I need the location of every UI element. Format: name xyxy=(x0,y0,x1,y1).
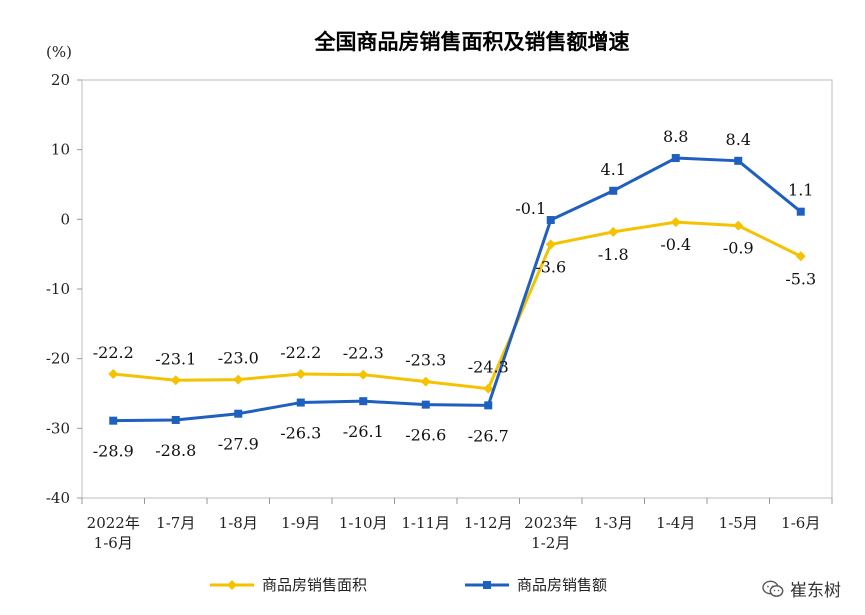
data-label: -0.9 xyxy=(723,239,754,258)
x-tick-label: 1-11月 xyxy=(401,514,450,532)
data-label: -26.1 xyxy=(343,422,384,441)
data-label: 8.8 xyxy=(663,127,688,146)
data-point xyxy=(296,398,305,407)
data-point xyxy=(795,251,806,262)
x-tick-label: 1-10月 xyxy=(339,514,388,532)
series-line-2 xyxy=(113,156,802,423)
data-point xyxy=(233,374,244,385)
chart-title: 全国商品房销售面积及销售额增速 xyxy=(314,30,630,54)
data-point xyxy=(608,226,619,237)
data-point xyxy=(421,400,430,409)
x-tick-label: 1-7月 xyxy=(156,514,195,532)
x-tick-label: 1-3月 xyxy=(594,514,633,532)
data-point xyxy=(546,216,555,225)
x-tick-label: 1-9月 xyxy=(281,514,320,532)
data-point xyxy=(734,156,743,165)
x-tick-label: 2023年 xyxy=(524,514,577,532)
y-axis: 20 10 0 -10 -20 -30 -40 xyxy=(46,71,82,507)
watermark: 崔东树 xyxy=(762,576,841,601)
data-label: -26.6 xyxy=(405,426,446,445)
data-label: -26.3 xyxy=(280,424,321,443)
data-point xyxy=(671,154,680,163)
data-point xyxy=(609,186,618,195)
y-tick-label: -30 xyxy=(46,419,70,437)
data-point xyxy=(108,368,119,379)
watermark-text: 崔东树 xyxy=(790,581,841,601)
x-tick-label: 1-12月 xyxy=(464,514,513,532)
data-point xyxy=(170,375,181,386)
legend-marker xyxy=(227,580,237,590)
data-label: 1.1 xyxy=(788,181,813,200)
data-point xyxy=(670,217,681,228)
data-label: 8.4 xyxy=(726,130,751,149)
series-line-1 xyxy=(113,220,802,391)
data-label: 4.1 xyxy=(601,160,626,179)
x-tick-label: 1-6月 xyxy=(781,514,820,532)
x-axis: 2022年 1-6月 1-7月 1-8月 1-9月 1-10月 1-11月 1-12月 2023… xyxy=(81,498,833,552)
data-label: -5.3 xyxy=(785,269,816,288)
x-tick-label: 1-4月 xyxy=(656,514,695,532)
plot-area xyxy=(81,79,833,499)
y-tick-label: 20 xyxy=(51,71,70,89)
data-point xyxy=(359,397,368,406)
legend-marker xyxy=(483,581,491,589)
legend-label: 商品房销售额 xyxy=(517,576,607,594)
data-label: -24.3 xyxy=(468,358,509,377)
data-label: -22.2 xyxy=(93,343,134,362)
data-label: -3.6 xyxy=(535,257,566,276)
x-tick-label: 1-2月 xyxy=(531,534,570,552)
data-label: -27.9 xyxy=(218,435,259,454)
data-label: -23.3 xyxy=(405,351,446,370)
x-tick-label: 1-5月 xyxy=(719,514,758,532)
series-lines xyxy=(108,154,806,425)
data-label: -22.3 xyxy=(343,344,384,363)
data-point xyxy=(484,401,493,410)
data-point xyxy=(483,383,494,394)
y-tick-label: -40 xyxy=(46,489,70,507)
data-label: -28.9 xyxy=(93,442,134,461)
data-label: -0.1 xyxy=(515,199,546,218)
data-label: -23.0 xyxy=(218,349,259,368)
data-label: -26.7 xyxy=(468,426,509,445)
y-tick-label: 0 xyxy=(60,210,70,228)
data-point xyxy=(109,416,118,425)
wechat-icon xyxy=(762,580,784,597)
x-tick-label: 2022年 xyxy=(87,514,140,532)
data-label: -22.2 xyxy=(280,343,321,362)
data-label: -0.4 xyxy=(660,235,691,254)
data-point xyxy=(358,369,369,380)
data-point xyxy=(733,220,744,231)
data-point xyxy=(545,239,556,250)
legend: 商品房销售面积 商品房销售额 xyxy=(210,576,607,594)
data-labels: -22.2 -23.1 -23.0 -22.2 -22.3 -23.3 -24.3 -3.6 -… xyxy=(93,127,816,461)
data-label: -23.1 xyxy=(155,349,196,368)
data-label: -28.8 xyxy=(155,441,196,460)
data-point xyxy=(171,415,180,424)
data-point xyxy=(234,409,243,418)
y-tick-label: -10 xyxy=(46,280,70,298)
y-axis-unit: (%) xyxy=(46,43,72,61)
data-point xyxy=(295,368,306,379)
data-label: -1.8 xyxy=(598,245,629,264)
legend-label: 商品房销售面积 xyxy=(262,576,367,594)
data-point xyxy=(796,207,805,216)
data-point xyxy=(420,376,431,387)
x-tick-label: 1-6月 xyxy=(94,534,133,552)
y-tick-label: 10 xyxy=(51,141,70,159)
y-tick-label: -20 xyxy=(46,350,70,368)
x-tick-label: 1-8月 xyxy=(219,514,258,532)
